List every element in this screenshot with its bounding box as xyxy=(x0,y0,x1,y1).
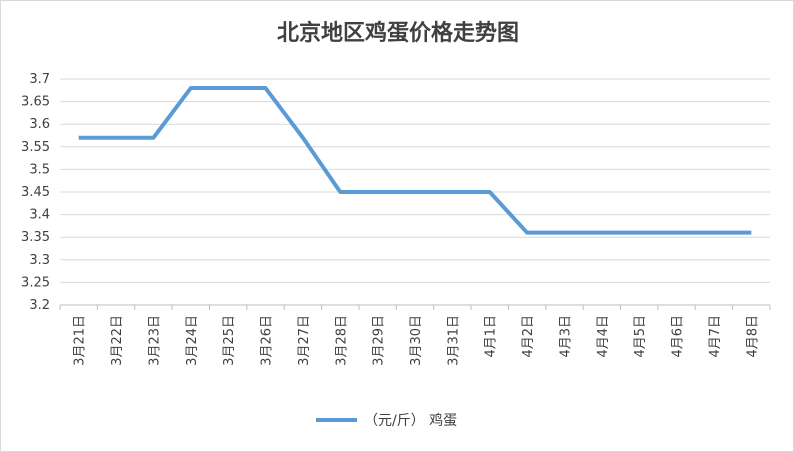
x-tick-label: 4月7日 xyxy=(708,315,723,358)
y-tick-label: 3.3 xyxy=(29,253,50,268)
series-group xyxy=(78,86,752,235)
x-tick-label: 3月29日 xyxy=(372,315,387,366)
legend: （元/斤） 鸡蛋 xyxy=(316,412,457,429)
series-line-0 xyxy=(78,86,752,235)
y-tick-label: 3.5 xyxy=(29,162,50,177)
x-tick-label: 3月23日 xyxy=(147,315,162,366)
x-tick-label: 4月5日 xyxy=(633,315,648,358)
x-tick-label: 3月31日 xyxy=(446,315,461,366)
x-tick-label: 3月27日 xyxy=(297,315,312,366)
x-tick-label: 4月1日 xyxy=(484,315,499,358)
y-tick-label: 3.4 xyxy=(29,208,50,223)
x-tick-label: 4月4日 xyxy=(596,315,611,358)
chart-title: 北京地区鸡蛋价格走势图 xyxy=(276,21,519,46)
x-tick-label: 3月22日 xyxy=(110,315,125,366)
y-axis-ticks: 3.2 3.25 3.3 3.35 3.4 3.45 3.5 3.55 3.6 3.65 3.7 xyxy=(21,72,50,313)
y-tick-label: 3.25 xyxy=(21,275,50,290)
x-tick-label: 4月2日 xyxy=(521,315,536,358)
x-tick-label: 4月3日 xyxy=(558,315,573,358)
x-tick-label: 3月28日 xyxy=(334,315,349,366)
x-tick-label: 3月25日 xyxy=(222,315,237,366)
x-axis-ticks: 3月21日 3月22日 3月23日 3月24日 3月25日 3月26日 3月27日 3月28日… xyxy=(73,315,761,366)
x-tick-label: 3月26日 xyxy=(260,315,275,366)
y-tick-label: 3.2 xyxy=(29,298,50,313)
x-tick-label: 3月24日 xyxy=(185,315,200,366)
x-tick-label: 4月6日 xyxy=(671,315,686,358)
y-tick-label: 3.55 xyxy=(21,140,50,155)
x-tick-label: 4月8日 xyxy=(745,315,760,358)
y-tick-label: 3.45 xyxy=(21,185,50,200)
y-tick-label: 3.65 xyxy=(21,95,50,110)
y-tick-label: 3.6 xyxy=(29,117,50,132)
y-tick-label: 3.35 xyxy=(21,230,50,245)
x-tick-label: 3月21日 xyxy=(73,315,88,366)
gridlines xyxy=(59,78,771,310)
x-tick-label: 3月30日 xyxy=(409,315,424,366)
y-tick-label: 3.7 xyxy=(29,72,50,87)
legend-label: （元/斤） 鸡蛋 xyxy=(364,412,457,429)
